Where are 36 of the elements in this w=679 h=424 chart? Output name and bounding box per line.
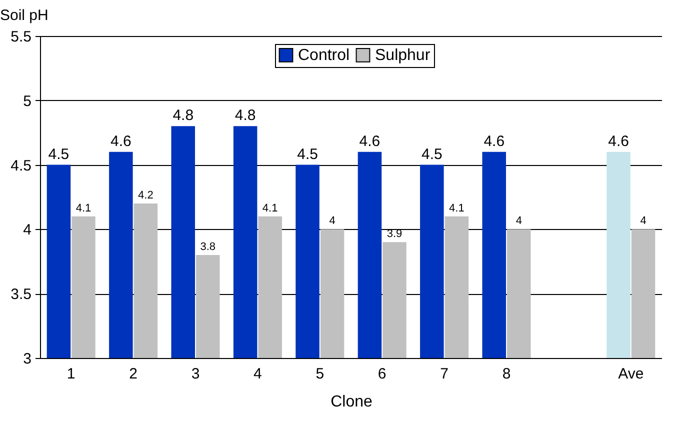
data-label: 4.2: [138, 189, 154, 202]
x-tick-label: 1: [66, 366, 76, 382]
x-tick-label: 5: [316, 366, 324, 382]
data-label: 4.6: [110, 132, 132, 150]
x-tick-label: 6: [378, 366, 386, 382]
data-label: 4: [516, 215, 522, 228]
legend-label: Control: [298, 47, 350, 64]
data-label: 4.6: [359, 132, 380, 150]
data-label: 4.5: [297, 146, 318, 163]
y-tick-label: 3.5: [10, 286, 32, 304]
x-tick-label: 4: [254, 366, 262, 382]
x-tick-label: Ave: [618, 366, 644, 382]
data-label: 4: [329, 215, 336, 228]
data-label: 4.6: [608, 132, 629, 150]
y-tick-label: 3: [23, 350, 32, 368]
data-label: 4: [640, 215, 646, 228]
data-label: 4.5: [48, 146, 70, 163]
data-label: 4.1: [76, 202, 92, 214]
data-label: 4.8: [172, 107, 194, 124]
y-tick-label: 5.5: [10, 28, 32, 46]
y-tick-label: 5: [23, 92, 32, 110]
x-tick-label: 8: [502, 366, 511, 382]
data-label: 4.8: [234, 107, 256, 124]
y-axis-title: Soil pH: [0, 7, 48, 24]
x-tick-label: 7: [440, 366, 448, 382]
data-label: 4.1: [262, 202, 278, 214]
x-tick-label: 2: [129, 366, 138, 382]
data-label: 3.8: [200, 240, 216, 253]
y-tick-label: 4.5: [10, 157, 32, 174]
data-label: 4.1: [449, 202, 464, 214]
data-label: 4.6: [484, 132, 505, 150]
x-axis-title: Clone: [330, 394, 372, 410]
legend-label: Sulphur: [375, 47, 431, 64]
y-tick-label: 4: [23, 222, 32, 239]
x-tick-label: 3: [191, 366, 200, 382]
data-label: 4.5: [421, 146, 442, 163]
